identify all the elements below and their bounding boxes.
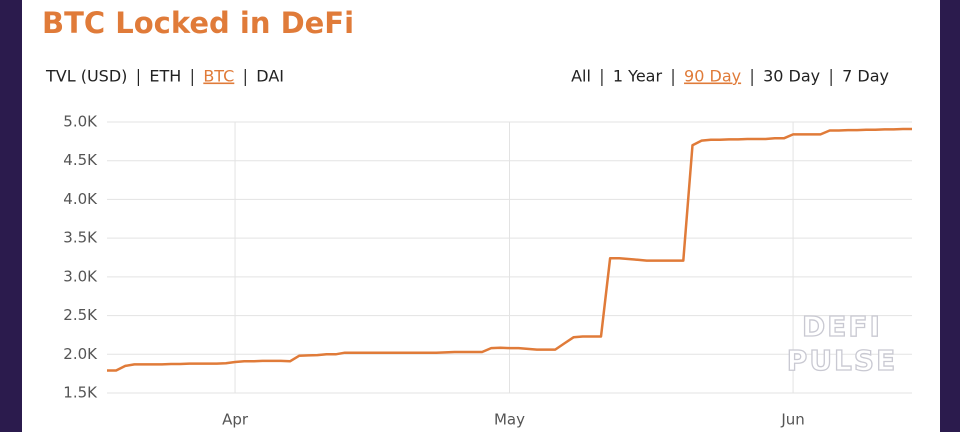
y-tick-label: 2.5K [63, 306, 98, 324]
x-tick-label: Apr [222, 411, 249, 429]
y-tick-label: 2.0K [63, 345, 98, 363]
watermark: DEFI [802, 310, 882, 343]
tab[interactable]: 7 Day [842, 67, 889, 86]
tab[interactable]: DAI [256, 67, 284, 86]
data-line [107, 127, 912, 372]
tab[interactable]: 30 Day [763, 67, 820, 86]
tab[interactable]: ETH [149, 67, 181, 86]
y-tick-label: 3.5K [63, 229, 98, 247]
tab[interactable]: 90 Day [684, 67, 741, 86]
tab[interactable]: All [571, 67, 591, 86]
panel [22, 0, 940, 432]
y-tick-label: 3.0K [63, 267, 98, 285]
tab[interactable]: TVL (USD) [45, 67, 127, 86]
tab[interactable]: BTC [203, 67, 234, 86]
y-tick-label: 5.0K [63, 113, 98, 131]
y-tick-label: 4.0K [63, 190, 98, 208]
chart-title: BTC Locked in DeFi [42, 6, 354, 40]
tab[interactable]: 1 Year [613, 67, 663, 86]
y-tick-label: 1.5K [63, 384, 98, 402]
x-tick-label: May [494, 411, 525, 429]
watermark: PULSE [787, 344, 897, 377]
y-tick-label: 4.5K [63, 151, 98, 169]
x-tick-label: Jun [780, 411, 804, 429]
